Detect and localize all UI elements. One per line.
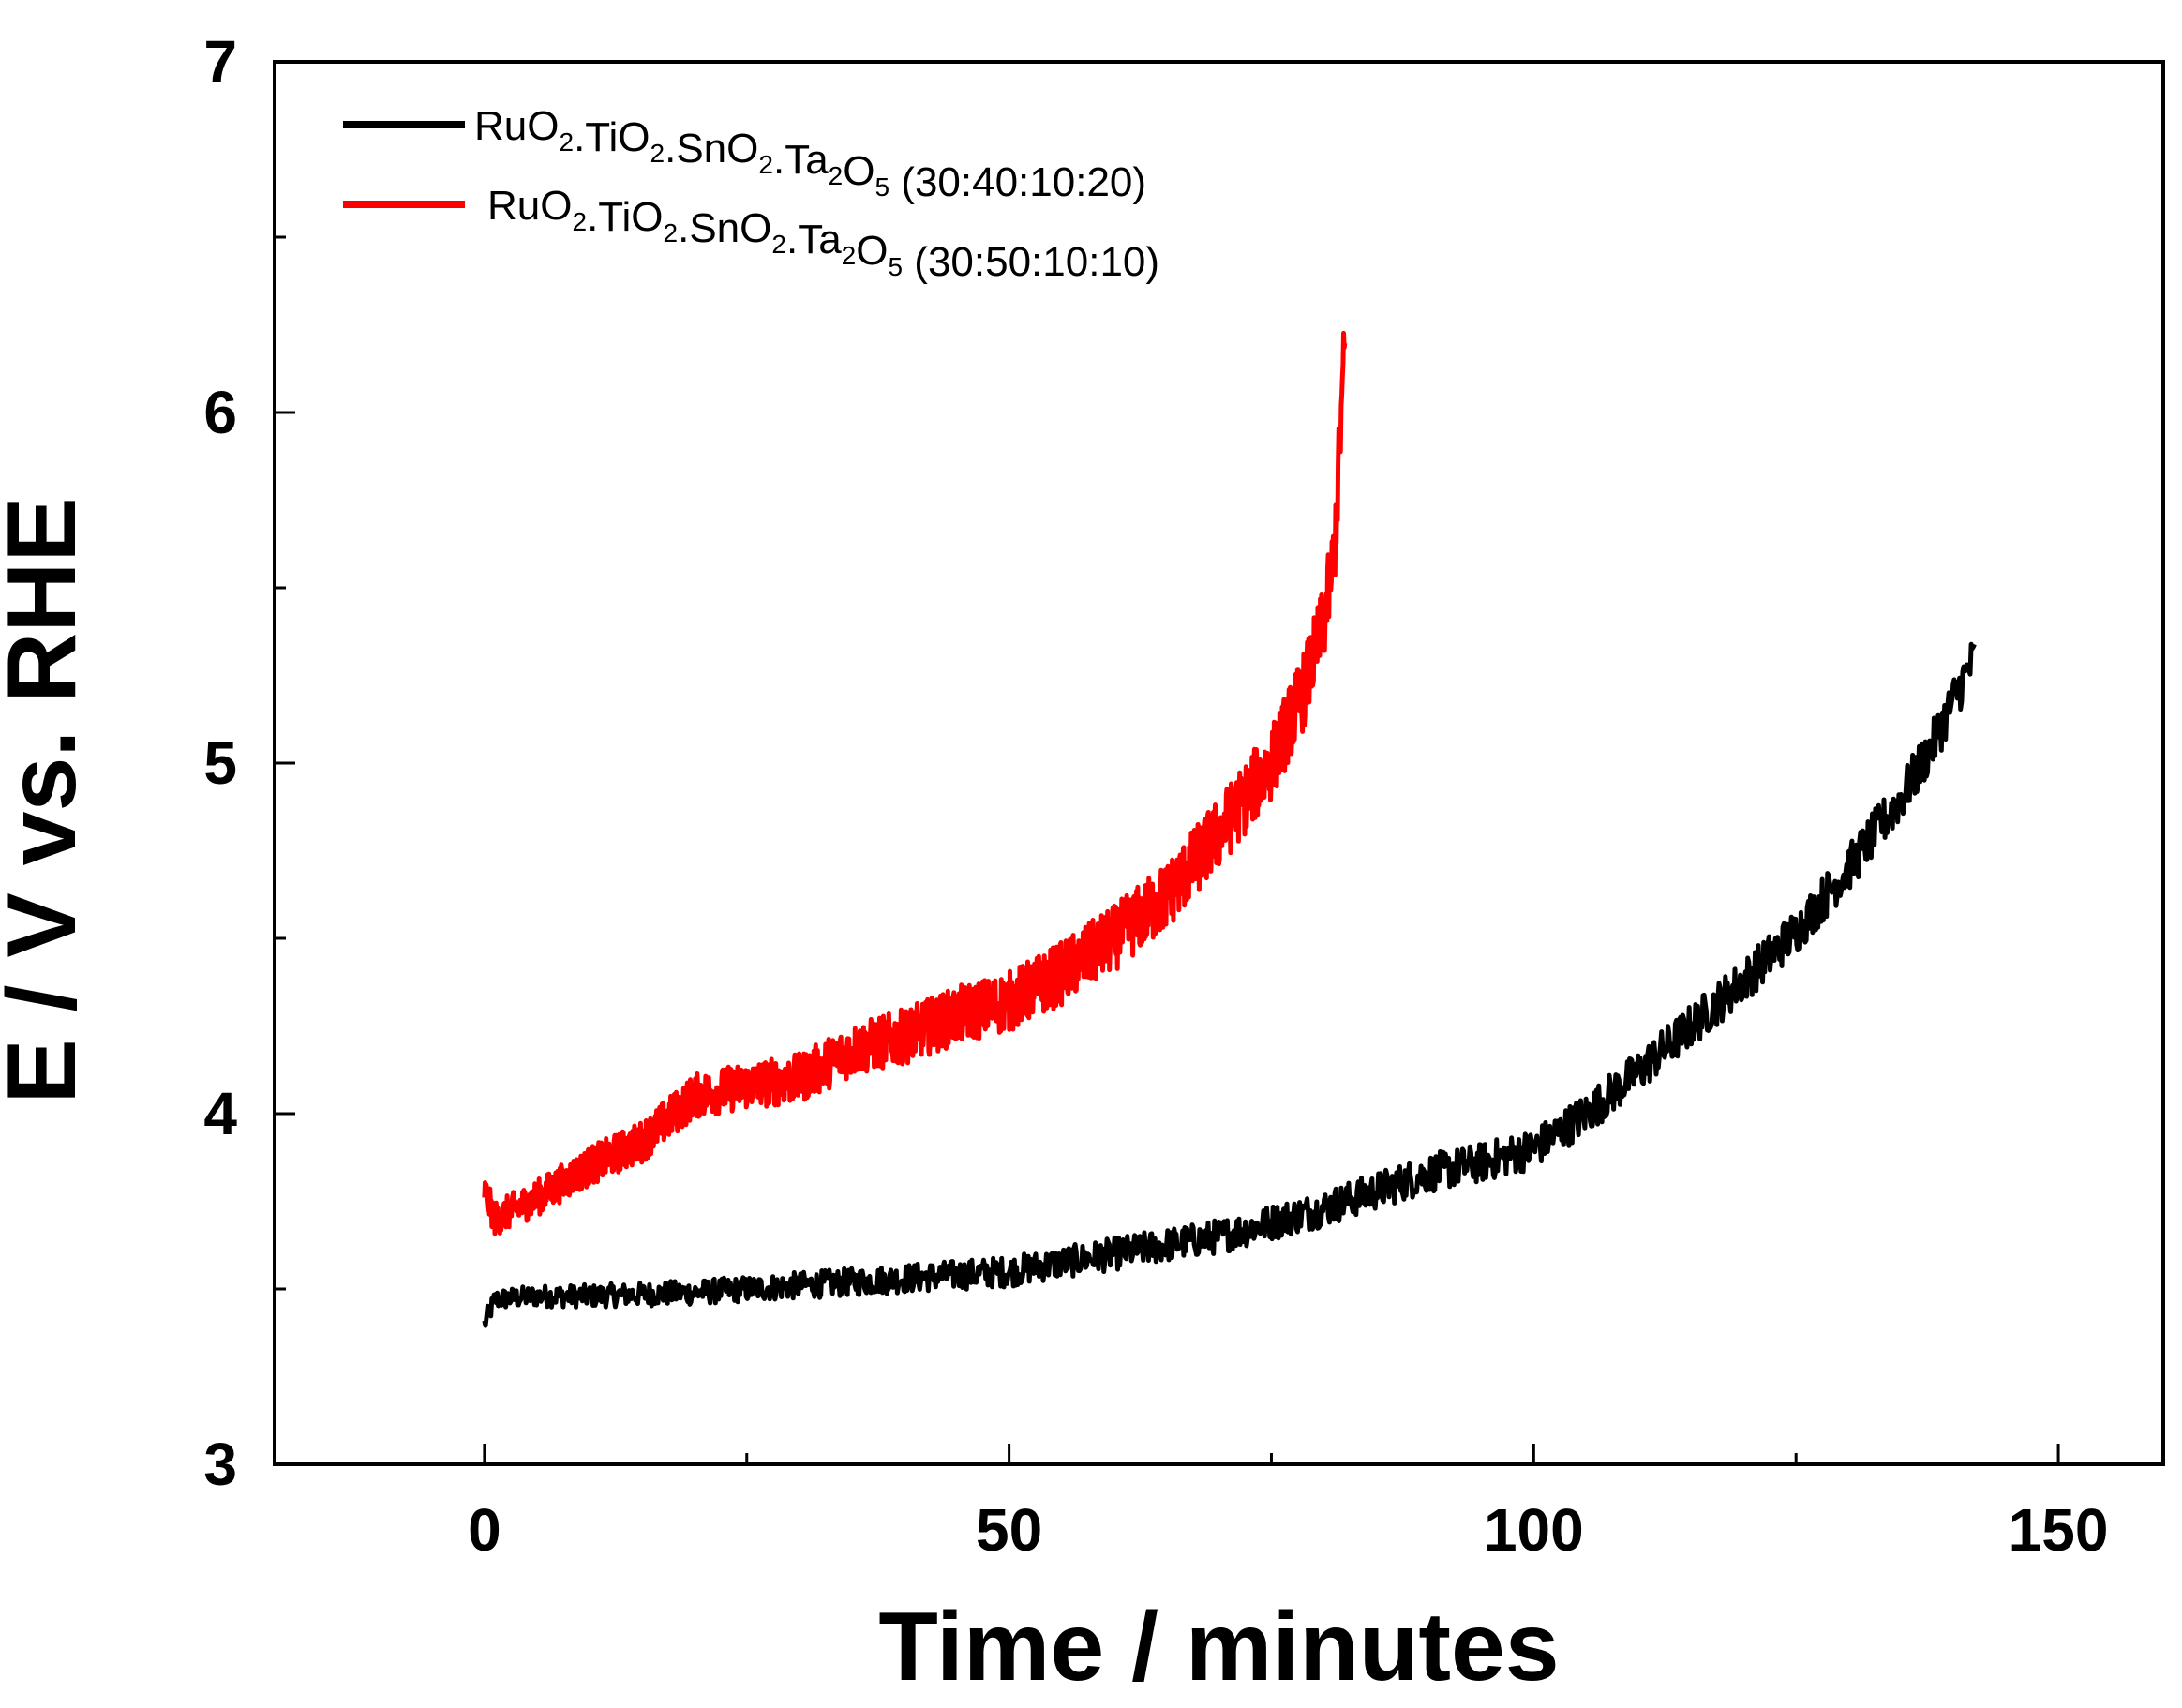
x-tick-label: 50 (976, 1496, 1042, 1564)
y-tick-label: 4 (203, 1080, 237, 1147)
series-line-1 (482, 330, 1348, 1236)
x-tick-label: 0 (468, 1496, 501, 1564)
x-axis-title: Time / minutes (878, 1593, 1559, 1701)
y-tick-label: 3 (203, 1431, 237, 1498)
y-tick-label: 5 (203, 729, 237, 797)
legend-label-0: RuO2.TiO2.SnO2.Ta2O5 (30:40:10:20) (474, 103, 1146, 205)
y-tick-label: 6 (203, 379, 237, 446)
x-tick-label: 150 (2009, 1496, 2109, 1564)
ticks-layer: 0 50 100 150 3 4 5 6 7 (203, 28, 2108, 1564)
plot-frame (273, 60, 2165, 1466)
y-axis-title: E / V vs. RHE (0, 497, 97, 1103)
series-layer (482, 330, 1977, 1328)
series-line-0 (482, 641, 1977, 1328)
legend: RuO2.TiO2.SnO2.Ta2O5 (30:40:10:20)RuO2.T… (343, 103, 1159, 285)
legend-label-1: RuO2.TiO2.SnO2.Ta2O5 (30:50:10:10) (487, 183, 1159, 285)
y-tick-label: 7 (203, 28, 237, 96)
x-tick-label: 100 (1484, 1496, 1584, 1564)
